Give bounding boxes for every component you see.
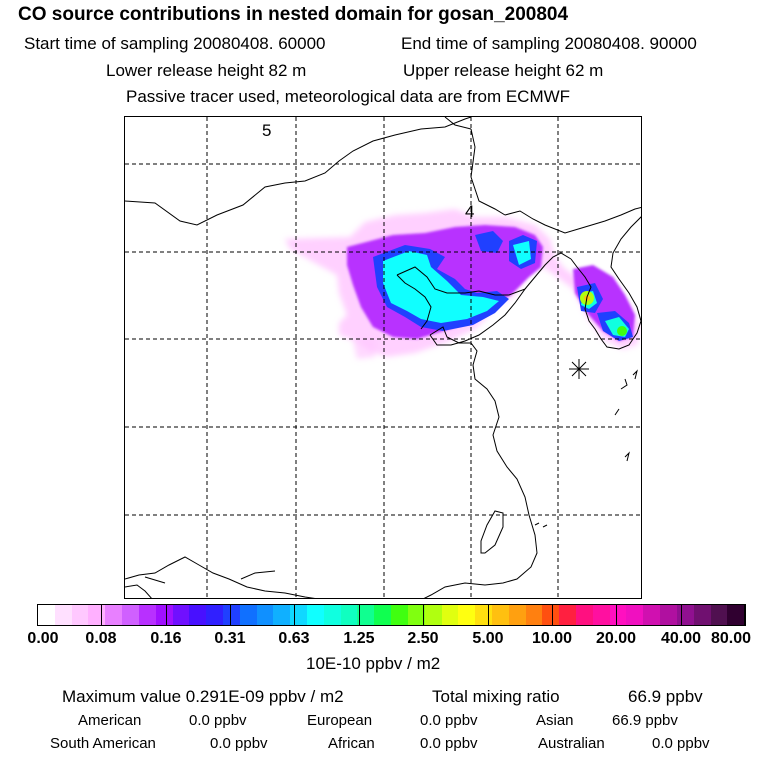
region-name: Asian <box>536 712 574 729</box>
colorbar-cell <box>105 605 123 625</box>
upper-release-label: Upper release height 62 m <box>403 61 604 80</box>
region-value: 0.0 ppbv <box>652 735 710 752</box>
total-mixing-value: 66.9 ppbv <box>628 687 703 706</box>
colorbar-tick-label: 1.25 <box>343 630 375 647</box>
maximum-value-label: Maximum value 0.291E-09 ppbv / m2 <box>62 687 344 706</box>
colorbar-cell <box>710 605 728 625</box>
colorbar-cell <box>239 605 257 625</box>
colorbar-tick <box>166 604 167 626</box>
colorbar-tick-label: 0.08 <box>85 630 117 647</box>
colorbar-cell <box>491 605 509 625</box>
colorbar-tick <box>681 604 682 626</box>
trajectory-marker-5: 5 <box>262 121 271 140</box>
colorbar-tick <box>488 604 489 626</box>
colorbar-cell <box>189 605 207 625</box>
colorbar-cell <box>592 605 610 625</box>
colorbar-tick <box>552 604 553 626</box>
region-value: 0.0 ppbv <box>420 712 478 729</box>
colorbar-tick <box>294 604 295 626</box>
colorbar-cell <box>54 605 72 625</box>
start-time-label: Start time of sampling 20080408. 60000 <box>24 34 326 53</box>
colorbar-cell <box>475 605 492 625</box>
trajectory-marker-4: 4 <box>465 202 474 221</box>
tracer-info-label: Passive tracer used, meteorological data… <box>126 87 571 106</box>
colorbar-tick-label: 0.31 <box>214 630 246 647</box>
colorbar-cell <box>458 605 476 625</box>
colorbar-cell <box>441 605 459 625</box>
colorbar-cell <box>290 605 307 625</box>
region-name: European <box>307 712 373 729</box>
colorbar-cell <box>273 605 291 625</box>
colorbar-cell <box>424 605 442 625</box>
colorbar-cell <box>307 605 324 625</box>
lat-lon-grid <box>125 117 641 598</box>
colorbar-cell <box>38 605 55 625</box>
colorbar <box>37 604 745 626</box>
colorbar-cell <box>559 605 576 625</box>
colorbar-tick <box>423 604 424 626</box>
colorbar-tick-label: 0.16 <box>150 630 182 647</box>
colorbar-cell <box>357 605 375 625</box>
colorbar-cell <box>374 605 392 625</box>
colorbar-tick-label: 2.50 <box>407 630 439 647</box>
map-panel: 5 4 <box>124 116 642 599</box>
region-name: African <box>328 735 375 752</box>
region-value: 0.0 ppbv <box>189 712 247 729</box>
chart-title: CO source contributions in nested domain… <box>18 4 569 25</box>
colorbar-cell <box>391 605 408 625</box>
colorbar-cell <box>138 605 156 625</box>
colorbar-cell <box>508 605 526 625</box>
map-canvas: 5 4 <box>125 117 641 598</box>
region-name: South American <box>50 735 156 752</box>
colorbar-cell <box>155 605 173 625</box>
colorbar-tick <box>745 604 746 626</box>
colorbar-cell <box>676 605 694 625</box>
colorbar-cell <box>323 605 341 625</box>
total-mixing-label: Total mixing ratio <box>432 687 560 706</box>
region-value: 0.0 ppbv <box>420 735 478 752</box>
colorbar-cell <box>88 605 106 625</box>
colorbar-tick <box>359 604 360 626</box>
colorbar-tick-label: 40.00 <box>660 630 702 647</box>
region-value: 66.9 ppbv <box>612 712 678 729</box>
colorbar-cell <box>525 605 543 625</box>
region-name: American <box>78 712 142 729</box>
colorbar-cell <box>71 605 89 625</box>
colorbar-cell <box>643 605 661 625</box>
colorbar-cell <box>122 605 139 625</box>
colorbar-cell <box>256 605 274 625</box>
colorbar-units: 10E-10 ppbv / m2 <box>306 654 441 673</box>
colorbar-tick-label: 80.00 <box>710 630 752 647</box>
colorbar-cell <box>340 605 358 625</box>
end-time-label: End time of sampling 20080408. 90000 <box>401 34 697 53</box>
colorbar-cell <box>172 605 190 625</box>
colorbar-tick-label: 10.00 <box>531 630 573 647</box>
colorbar-tick-label: 20.00 <box>595 630 637 647</box>
colorbar-tick <box>230 604 231 626</box>
colorbar-cell <box>576 605 593 625</box>
colorbar-cell <box>222 605 240 625</box>
colorbar-cell <box>609 605 627 625</box>
colorbar-tick <box>616 604 617 626</box>
region-name: Australian <box>538 735 605 752</box>
receptor-station-icon <box>569 359 589 379</box>
colorbar-cell <box>693 605 711 625</box>
colorbar-tick-label: 0.63 <box>278 630 310 647</box>
colorbar-tick-label: 5.00 <box>472 630 504 647</box>
colorbar-tick <box>37 604 38 626</box>
colorbar-cell <box>542 605 560 625</box>
colorbar-cell <box>626 605 644 625</box>
coastlines <box>125 117 641 598</box>
colorbar-tick <box>101 604 102 626</box>
colorbar-cell <box>727 605 745 625</box>
colorbar-tick-label: 0.00 <box>27 630 59 647</box>
region-value: 0.0 ppbv <box>210 735 268 752</box>
lower-release-label: Lower release height 82 m <box>106 61 307 80</box>
colorbar-cell <box>407 605 425 625</box>
colorbar-cell <box>206 605 223 625</box>
colorbar-cell <box>660 605 677 625</box>
